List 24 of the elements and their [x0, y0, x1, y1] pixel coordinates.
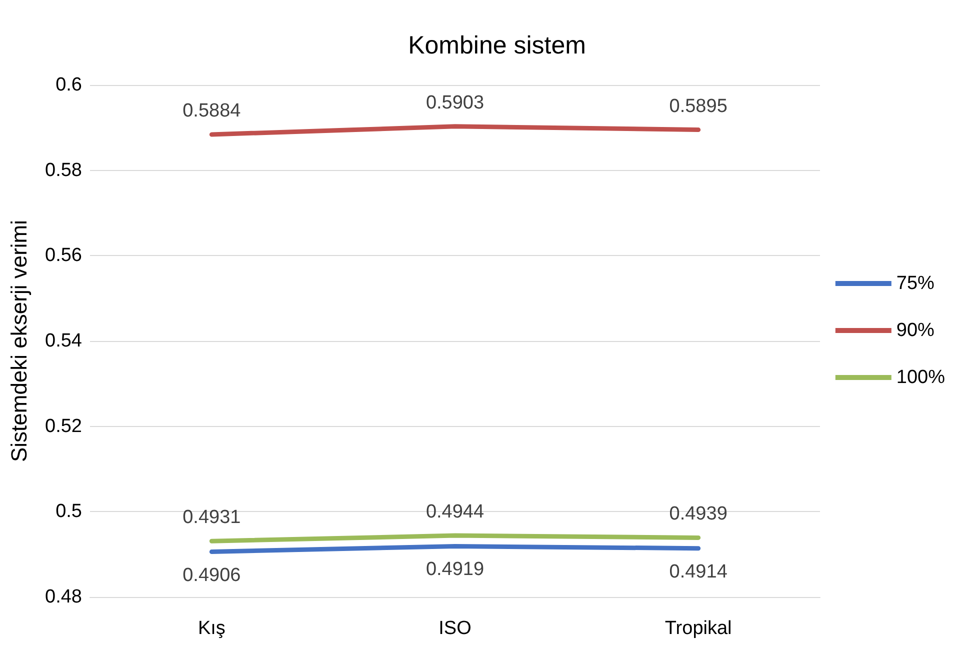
legend-label: 75% — [896, 273, 935, 294]
x-tick-label: Tropikal — [664, 618, 732, 639]
y-tick-label: 0.56 — [45, 245, 82, 266]
data-label: 0.4931 — [182, 507, 241, 528]
x-tick-label: ISO — [438, 618, 472, 639]
data-label: 0.5903 — [426, 92, 484, 114]
y-tick-label: 0.58 — [45, 160, 82, 181]
data-label: 0.4914 — [669, 561, 728, 582]
data-label: 0.4944 — [426, 502, 484, 523]
data-label: 0.5884 — [182, 100, 242, 122]
y-tick-label: 0.52 — [45, 416, 82, 437]
y-tick-label: 0.48 — [45, 586, 82, 608]
chart-title: Kombine sistem — [408, 32, 586, 60]
data-label: 0.4906 — [182, 564, 241, 586]
x-tick-label: Kış — [198, 618, 226, 639]
legend-label: 90% — [896, 320, 935, 341]
legend-label: 100% — [896, 367, 946, 388]
data-label: 0.4919 — [426, 559, 484, 580]
y-tick-label: 0.6 — [56, 74, 82, 96]
data-label: 0.5895 — [669, 96, 728, 117]
y-tick-label: 0.5 — [56, 501, 82, 522]
data-label: 0.4939 — [669, 504, 728, 525]
y-tick-label: 0.54 — [45, 330, 82, 352]
y-axis-title: Sistemdeki ekserji verimi — [6, 220, 32, 462]
